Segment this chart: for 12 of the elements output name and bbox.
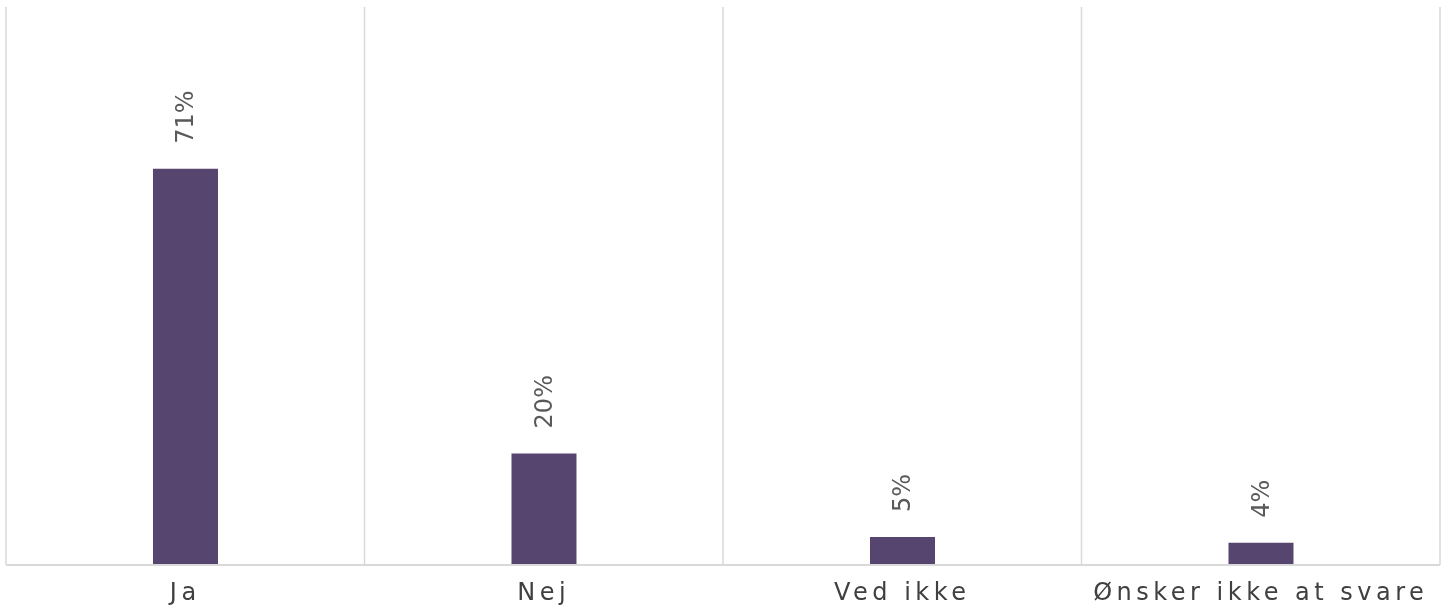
x-tick-label: Ja	[167, 578, 201, 606]
bar	[869, 537, 935, 565]
data-label: 4%	[1246, 479, 1275, 518]
bar	[152, 168, 218, 565]
x-tick-label: Ønsker ikke at svare	[1093, 578, 1429, 606]
data-label: 20%	[529, 375, 558, 429]
bar	[511, 453, 577, 565]
x-tick-label: Nej	[517, 578, 571, 606]
bar	[1228, 542, 1294, 565]
data-label: 5%	[888, 474, 917, 513]
data-label: 71%	[171, 90, 200, 144]
x-tick-label: Ved ikke	[833, 578, 971, 606]
